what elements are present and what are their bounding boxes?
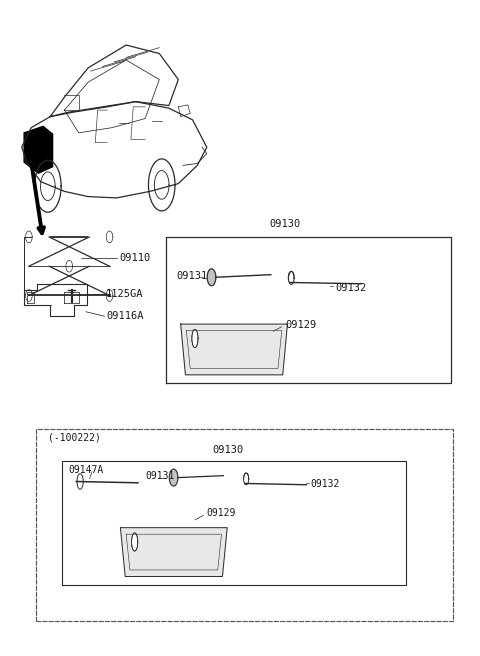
Text: 09132: 09132 — [335, 283, 366, 293]
Text: 09129: 09129 — [285, 319, 316, 330]
Text: 09147A: 09147A — [68, 465, 104, 475]
Text: 09129: 09129 — [207, 508, 236, 518]
Text: 09131: 09131 — [176, 271, 207, 281]
Polygon shape — [192, 329, 198, 348]
Text: 09132: 09132 — [310, 479, 339, 489]
Text: (-100222): (-100222) — [48, 432, 101, 442]
Polygon shape — [169, 469, 178, 486]
Text: 09110: 09110 — [119, 253, 150, 263]
Polygon shape — [24, 127, 53, 173]
Polygon shape — [132, 533, 138, 551]
Text: 1125GA: 1125GA — [106, 289, 144, 299]
Text: 09116A: 09116A — [106, 312, 144, 321]
Text: 09130: 09130 — [213, 445, 244, 455]
Text: 09130: 09130 — [269, 219, 300, 229]
Polygon shape — [207, 269, 216, 286]
Polygon shape — [120, 527, 227, 577]
Polygon shape — [180, 324, 288, 375]
Text: 09131: 09131 — [145, 471, 175, 482]
